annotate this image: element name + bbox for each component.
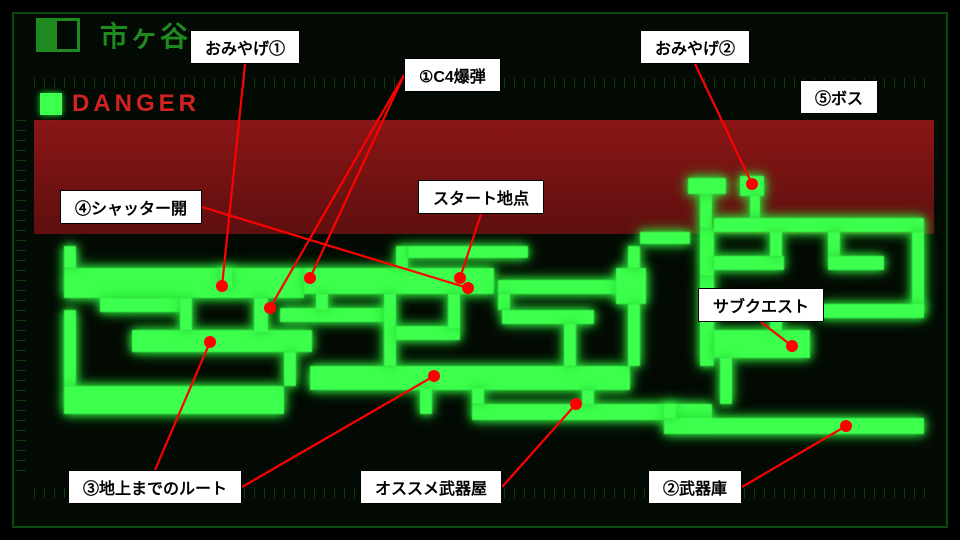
label-boss: ⑤ボス [800, 80, 878, 114]
label-subquest: サブクエスト [698, 288, 824, 322]
map-segment [220, 268, 232, 288]
map-segment [720, 358, 732, 404]
map-segment [664, 404, 676, 418]
map-segment [828, 256, 884, 270]
map-segment [564, 324, 576, 366]
map-segment [750, 196, 760, 218]
map-segment [628, 246, 640, 268]
map-segment [628, 304, 640, 366]
map-segment [64, 246, 76, 268]
map-segment [280, 308, 390, 322]
label-start: スタート地点 [418, 180, 544, 214]
map-segment [448, 294, 460, 328]
label-weapon_shop: オススメ武器屋 [360, 470, 502, 504]
map-segment [396, 246, 408, 268]
danger-square-icon [40, 93, 62, 115]
label-ground: ③地上までのルート [68, 470, 242, 504]
map-segment [740, 176, 764, 196]
map-segment [700, 190, 712, 228]
map-segment [310, 366, 630, 390]
map-segment [912, 232, 924, 312]
map-segment [304, 268, 494, 294]
map-segment [640, 232, 690, 244]
label-souvenir1: おみやげ① [190, 30, 300, 64]
danger-text: DANGER [72, 90, 200, 118]
map-segment [64, 310, 76, 386]
game-map-screenshot: 市ヶ谷 DANGER おみやげ① ①C4爆弾 おみやげ② ⑤ボス ④シャッター開 スタート… [0, 0, 960, 540]
map-segment [396, 326, 460, 340]
map-segment [770, 232, 782, 256]
map-segment [100, 298, 180, 312]
map-segment [180, 298, 192, 330]
map-segment [688, 178, 726, 194]
map-segment [408, 246, 528, 258]
map-segment [384, 294, 396, 366]
area-title: 市ヶ谷 [100, 15, 190, 55]
label-c4: ①C4爆弾 [404, 58, 501, 92]
map-segment [582, 390, 594, 404]
label-armory: ②武器庫 [648, 470, 742, 504]
map-segment [714, 256, 784, 270]
map-segment [828, 232, 840, 256]
map-segment [316, 294, 328, 310]
map-segment [132, 330, 312, 352]
map-segment [64, 386, 284, 414]
map-segment [616, 268, 646, 304]
map-segment [664, 418, 924, 434]
folder-icon [36, 18, 80, 52]
label-souvenir2: おみやげ② [640, 30, 750, 64]
map-segment [284, 352, 296, 386]
map-segment [420, 388, 432, 414]
map-segment [64, 268, 304, 298]
map-segment [254, 298, 268, 332]
map-segment [820, 304, 924, 318]
map-segment [498, 294, 510, 310]
map-segment [498, 280, 628, 294]
label-shutter: ④シャッター開 [60, 190, 202, 224]
map-segment [714, 330, 810, 358]
map-segment [502, 310, 594, 324]
map-segment [472, 388, 484, 404]
map-segment [700, 228, 714, 276]
danger-row: DANGER [34, 88, 914, 120]
map-segment [714, 218, 924, 232]
ruler-left [16, 120, 26, 480]
